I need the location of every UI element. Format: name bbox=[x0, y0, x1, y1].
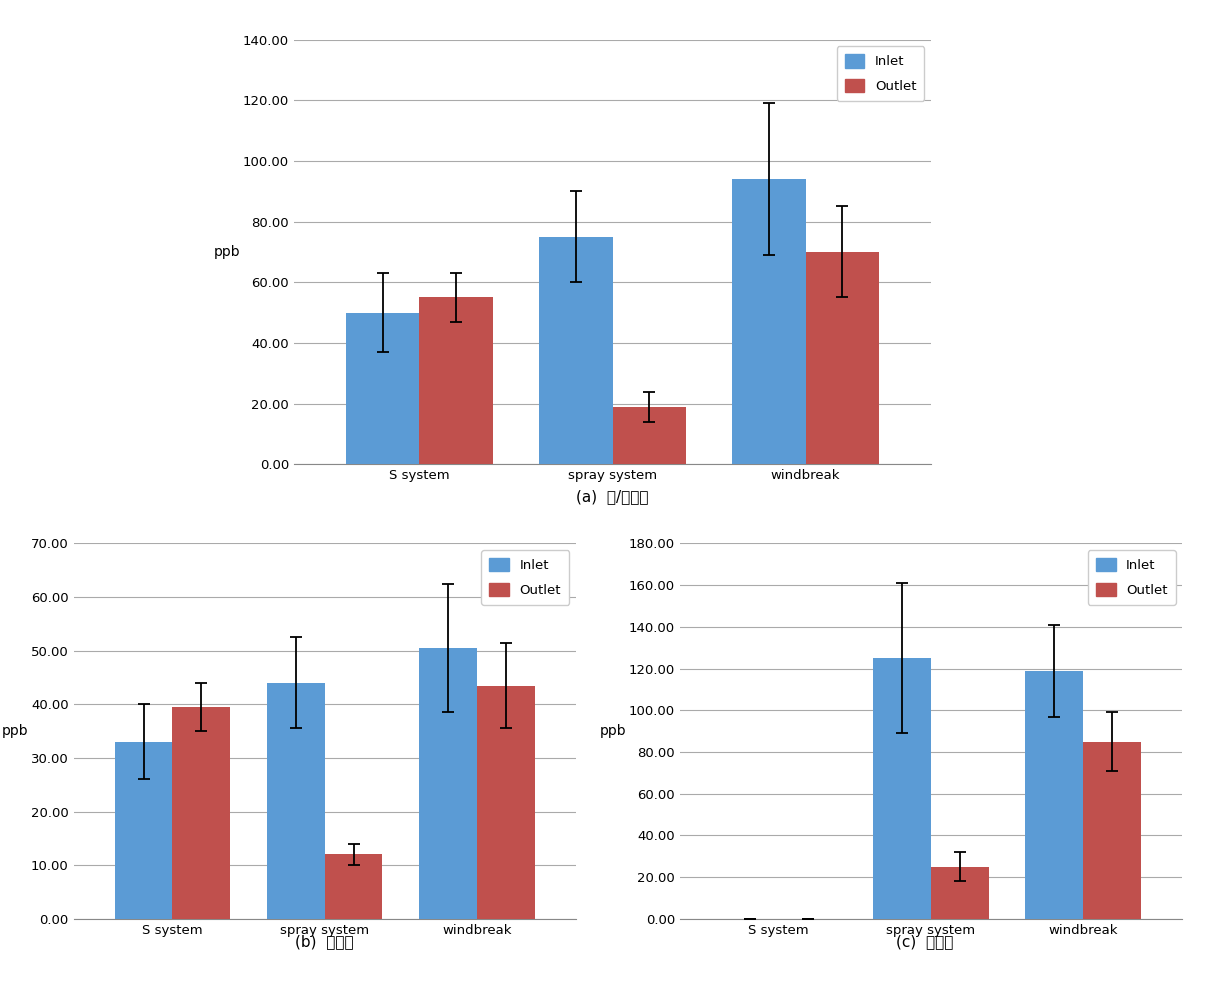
Bar bbox=[612, 407, 686, 464]
Y-axis label: ppb: ppb bbox=[599, 724, 626, 738]
Legend: Inlet, Outlet: Inlet, Outlet bbox=[837, 46, 925, 101]
Bar bbox=[873, 658, 931, 919]
Bar bbox=[173, 707, 230, 919]
Y-axis label: ppb: ppb bbox=[213, 245, 240, 259]
Text: (a)  봄/가을철: (a) 봄/가을철 bbox=[576, 489, 649, 504]
Legend: Inlet, Outlet: Inlet, Outlet bbox=[481, 550, 570, 605]
Legend: Inlet, Outlet: Inlet, Outlet bbox=[1088, 550, 1176, 605]
Bar bbox=[419, 297, 492, 464]
Bar bbox=[347, 312, 419, 464]
Bar bbox=[267, 683, 325, 919]
Bar bbox=[1083, 742, 1140, 919]
Bar bbox=[325, 855, 382, 919]
Bar bbox=[539, 237, 612, 464]
Text: (c)  겨울철: (c) 겨울철 bbox=[897, 934, 953, 948]
Bar bbox=[419, 648, 477, 919]
Bar bbox=[1025, 671, 1083, 919]
Bar bbox=[806, 252, 878, 464]
Bar bbox=[477, 686, 534, 919]
Y-axis label: ppb: ppb bbox=[1, 724, 28, 738]
Bar bbox=[733, 179, 806, 464]
Text: (b)  여름철: (b) 여름철 bbox=[295, 934, 354, 948]
Bar bbox=[931, 866, 989, 919]
Bar bbox=[115, 742, 173, 919]
